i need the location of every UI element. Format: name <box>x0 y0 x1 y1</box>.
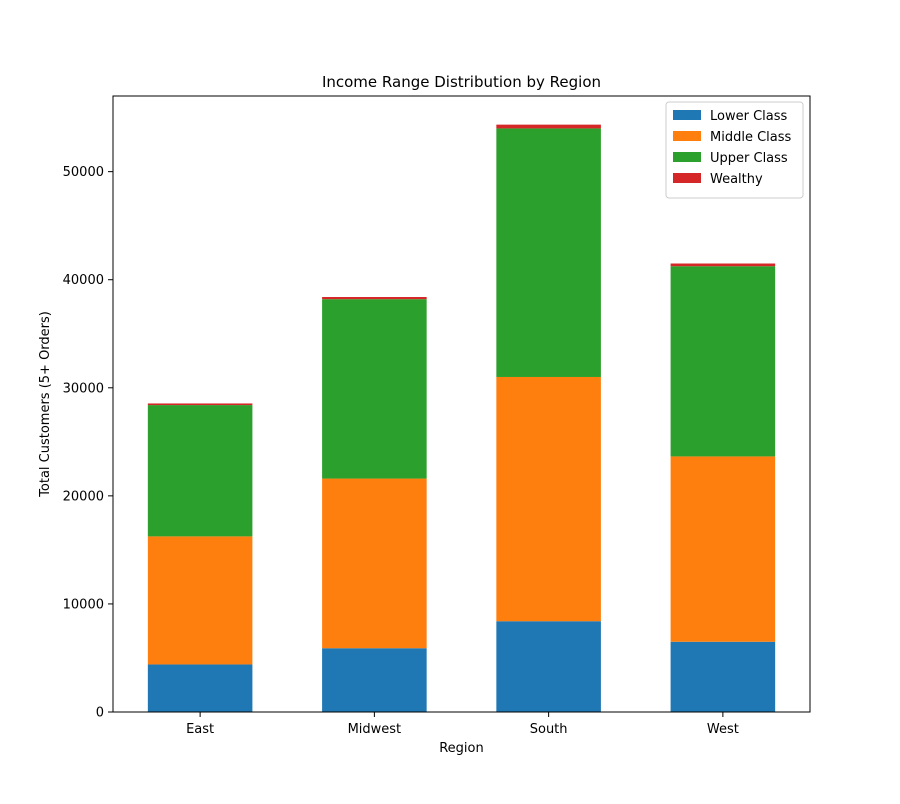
bar-middle-class-east <box>147 536 253 665</box>
x-axis-label: Region <box>439 741 484 756</box>
y-tick-label-20000: 20000 <box>63 489 104 504</box>
bar-lower-class-west <box>670 641 776 712</box>
bar-middle-class-midwest <box>322 478 427 649</box>
bar-wealthy-east <box>147 403 253 406</box>
legend-label-lower-class: Lower Class <box>710 109 788 124</box>
legend-swatch-lower-class <box>673 110 701 120</box>
bars-layer <box>147 124 776 712</box>
bar-upper-class-south <box>496 128 601 377</box>
x-axis-ticks: East Midwest South West <box>186 712 739 737</box>
bar-lower-class-midwest <box>322 648 427 712</box>
bar-lower-class-south <box>496 621 601 712</box>
bar-lower-class-east <box>147 664 253 712</box>
legend-swatch-wealthy <box>673 173 701 183</box>
y-tick-label-40000: 40000 <box>63 273 104 288</box>
y-axis-label: Total Customers (5+ Orders) <box>38 311 53 498</box>
plot-frame <box>112 95 811 713</box>
x-tick-label-south: South <box>530 722 568 737</box>
bar-wealthy-midwest <box>322 297 427 300</box>
y-axis-ticks: 0 10000 20000 30000 40000 50000 <box>63 165 113 721</box>
legend-label-wealthy: Wealthy <box>710 172 763 187</box>
axes-layer <box>112 95 811 713</box>
legend-label-middle-class: Middle Class <box>710 130 792 145</box>
y-tick-label-10000: 10000 <box>63 597 104 612</box>
x-tick-label-east: East <box>186 722 214 737</box>
legend-label-upper-class: Upper Class <box>710 151 788 166</box>
chart-title: Income Range Distribution by Region <box>322 73 601 91</box>
x-tick-label-midwest: Midwest <box>348 722 402 737</box>
bar-wealthy-west <box>670 263 776 267</box>
y-tick-label-0: 0 <box>96 706 104 721</box>
y-tick-label-30000: 30000 <box>63 381 104 396</box>
y-tick-label-50000: 50000 <box>63 165 104 180</box>
bar-upper-class-west <box>670 266 776 457</box>
bar-middle-class-south <box>496 376 601 622</box>
legend-swatch-upper-class <box>673 152 701 162</box>
bar-wealthy-south <box>496 124 601 129</box>
legend: Lower Class Middle Class Upper Class Wealth… <box>665 101 804 199</box>
bar-upper-class-midwest <box>322 299 427 479</box>
bar-middle-class-west <box>670 456 776 642</box>
bar-upper-class-east <box>147 405 253 537</box>
legend-swatch-middle-class <box>673 131 701 141</box>
x-tick-label-west: West <box>707 722 739 737</box>
